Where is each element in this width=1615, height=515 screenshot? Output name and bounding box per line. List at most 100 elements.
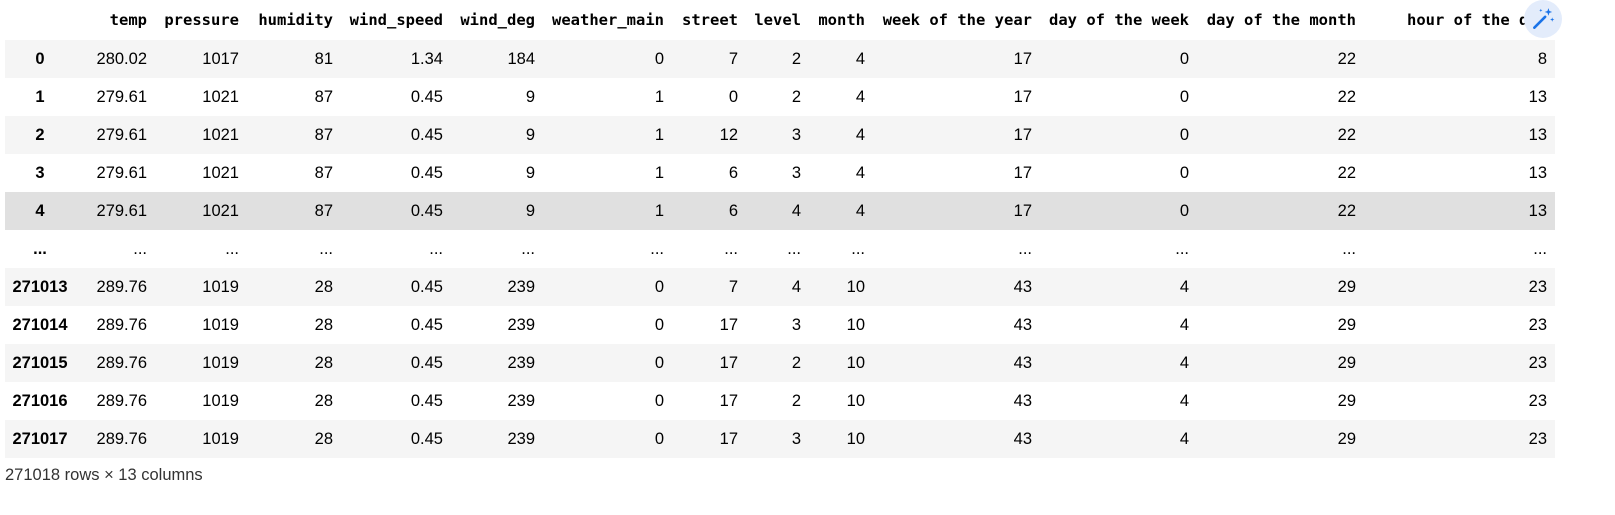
table-cell: ...	[429, 240, 443, 258]
row-index: 271016	[12, 392, 68, 410]
table-cell: 43	[1013, 278, 1032, 296]
table-cell: ...	[650, 240, 664, 258]
table-cell: 0	[654, 316, 664, 334]
table-cell: 0	[654, 354, 664, 372]
ellipsis-row: ........................................…	[5, 230, 1555, 268]
table-body: 0 280.02 1017 81 1.34 184 0 7 2 4 17 0 22 8 1 279.61 102…	[5, 40, 1555, 458]
table-cell: 23	[1528, 354, 1547, 372]
table-cell: 6	[728, 202, 738, 220]
table-cell: 87	[314, 126, 333, 144]
table-cell: 2	[791, 392, 801, 410]
table-cell: 3	[791, 316, 801, 334]
table-cell: 10	[846, 430, 865, 448]
table-cell: 0.45	[410, 164, 443, 182]
row-index: 271013	[12, 278, 68, 296]
table-cell: 4	[855, 202, 865, 220]
table-cell: ...	[1175, 240, 1189, 258]
table-cell: ...	[1018, 240, 1032, 258]
table-cell: 13	[1528, 88, 1547, 106]
table-cell: 4	[1179, 316, 1189, 334]
table-cell: 17	[719, 392, 738, 410]
table-cell: 0.45	[410, 278, 443, 296]
table-cell: 28	[314, 278, 333, 296]
table-cell: 1019	[202, 430, 239, 448]
table-cell: 28	[314, 354, 333, 372]
table-cell: 7	[728, 278, 738, 296]
table-cell: 43	[1013, 392, 1032, 410]
table-cell: 28	[314, 430, 333, 448]
table-row: 271014 289.76 1019 28 0.45 239 0 17 3 10 43 4 29 23	[5, 306, 1555, 344]
dataframe-shape-note: 271018 rows × 13 columns	[5, 466, 203, 484]
table-cell: 0	[1179, 164, 1189, 182]
table-cell: 1019	[202, 354, 239, 372]
row-index: 1	[35, 88, 45, 106]
table-cell: 29	[1337, 316, 1356, 334]
table-cell: 0	[654, 430, 664, 448]
table-cell: 29	[1337, 392, 1356, 410]
table-row: 1 279.61 1021 87 0.45 9 1 0 2 4 17 0 22 13	[5, 78, 1555, 116]
table-cell: 87	[314, 88, 333, 106]
table-cell: 17	[1013, 50, 1032, 68]
table-cell: 9	[525, 164, 535, 182]
table-cell: 1017	[202, 50, 239, 68]
table-cell: 0	[728, 88, 738, 106]
table-row: 271013 289.76 1019 28 0.45 239 0 7 4 10 43 4 29 23	[5, 268, 1555, 306]
table-cell: 4	[1179, 278, 1189, 296]
table-cell: 239	[507, 392, 535, 410]
table-cell: 1021	[202, 202, 239, 220]
table-cell: 0	[654, 392, 664, 410]
table-row: 271017 289.76 1019 28 0.45 239 0 17 3 10 43 4 29 23	[5, 420, 1555, 458]
column-header: hour of the day	[1364, 0, 1555, 40]
table-cell: 2	[791, 88, 801, 106]
table-row: 2 279.61 1021 87 0.45 9 1 12 3 4 17 0 22 13	[5, 116, 1555, 154]
table-cell: 0.45	[410, 354, 443, 372]
table-cell: 1.34	[410, 50, 443, 68]
table-cell: 0.45	[410, 430, 443, 448]
table-cell: ...	[319, 240, 333, 258]
table-cell: ...	[521, 240, 535, 258]
table-cell: 81	[314, 50, 333, 68]
table-cell: 17	[719, 430, 738, 448]
table-cell: 289.76	[96, 316, 147, 334]
table-cell: 43	[1013, 316, 1032, 334]
table-cell: 4	[855, 50, 865, 68]
table-cell: 6	[728, 164, 738, 182]
table-cell: 279.61	[96, 88, 147, 106]
magic-button[interactable]	[1524, 0, 1562, 38]
table-cell: 0	[1179, 202, 1189, 220]
table-cell: 23	[1528, 392, 1547, 410]
table-cell: 8	[1537, 50, 1547, 68]
table-cell: 279.61	[96, 164, 147, 182]
table-cell: 17	[1013, 126, 1032, 144]
table-cell: 4	[1179, 430, 1189, 448]
table-cell: ...	[225, 240, 239, 258]
table-cell: 1019	[202, 316, 239, 334]
table-cell: 17	[1013, 88, 1032, 106]
table-cell: 3	[791, 126, 801, 144]
column-header: day of the week	[1040, 0, 1197, 40]
table-cell: 10	[846, 278, 865, 296]
table-cell: 9	[525, 126, 535, 144]
table-row: 271015 289.76 1019 28 0.45 239 0 17 2 10 43 4 29 23	[5, 344, 1555, 382]
table-cell: 0	[1179, 50, 1189, 68]
table-cell: 289.76	[96, 392, 147, 410]
table-cell: 0.45	[410, 88, 443, 106]
table-cell: 9	[525, 88, 535, 106]
table-cell: 289.76	[96, 278, 147, 296]
row-index: ...	[33, 240, 47, 258]
table-cell: 29	[1337, 430, 1356, 448]
table-cell: 289.76	[96, 354, 147, 372]
table-cell: 279.61	[96, 126, 147, 144]
table-cell: 239	[507, 354, 535, 372]
table-cell: 4	[1179, 392, 1189, 410]
table-cell: 10	[846, 316, 865, 334]
dataframe-table: temp pressure humidity wind_speed wind_deg we…	[5, 0, 1555, 458]
table-cell: 1021	[202, 164, 239, 182]
column-header: level	[746, 0, 809, 40]
table-cell: 13	[1528, 164, 1547, 182]
row-index: 0	[35, 50, 45, 68]
table-cell: 87	[314, 202, 333, 220]
table-cell: 17	[719, 354, 738, 372]
table-header-row: temp pressure humidity wind_speed wind_deg we…	[5, 0, 1555, 40]
table-cell: 1019	[202, 278, 239, 296]
